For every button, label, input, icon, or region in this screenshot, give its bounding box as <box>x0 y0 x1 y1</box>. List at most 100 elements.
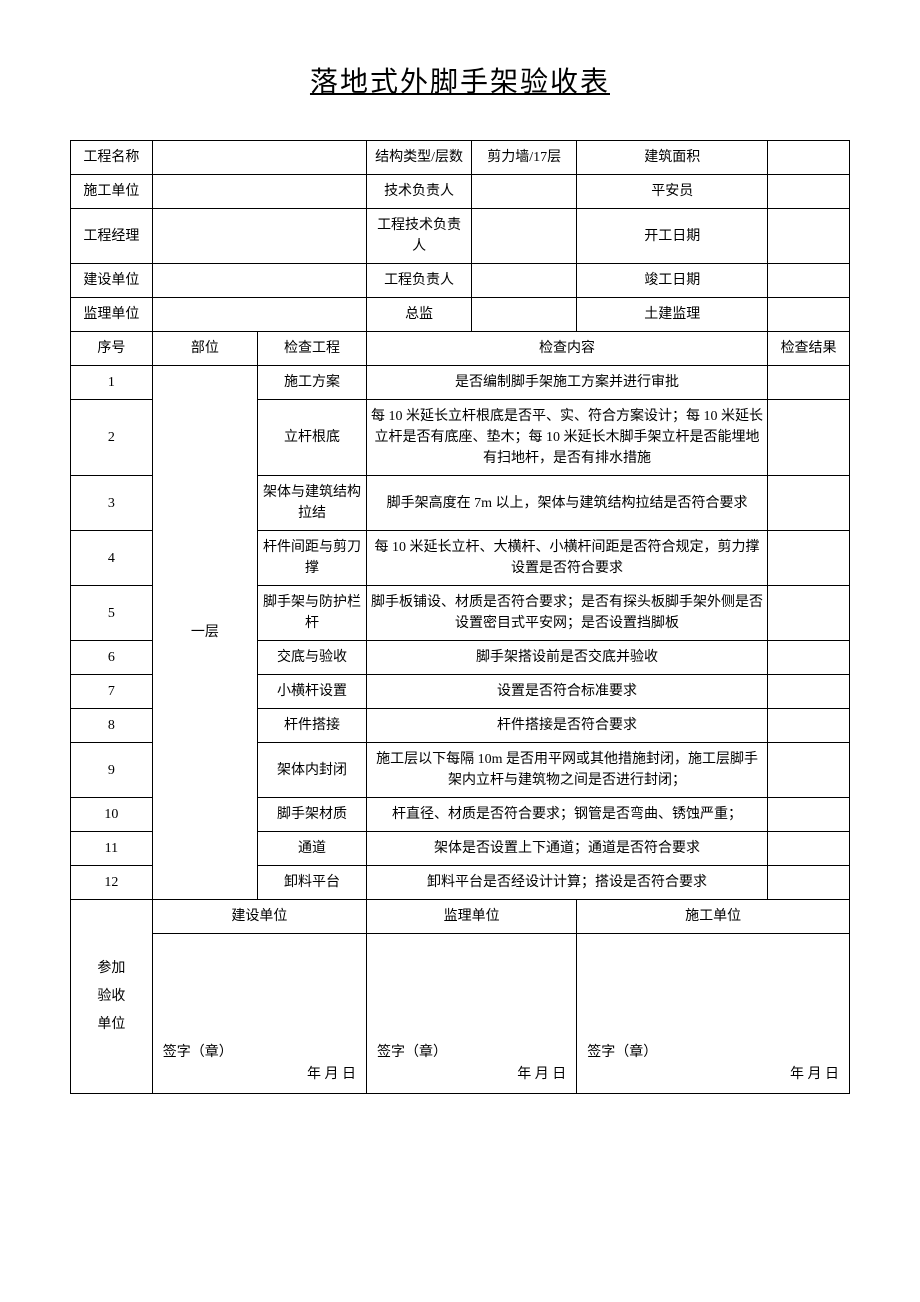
item-cell: 杆件间距与剪刀撑 <box>257 531 366 586</box>
build-unit-sig-block: 签字（章） 年 月 日 <box>152 934 366 1094</box>
project-responsible-label: 工程负责人 <box>366 264 471 298</box>
content-cell: 架体是否设置上下通道；通道是否符合要求 <box>366 832 767 866</box>
header-row-3: 工程经理 工程技术负责人 开工日期 <box>71 209 850 264</box>
header-row-5: 监理单位 总监 土建监理 <box>71 298 850 332</box>
project-responsible-value <box>472 264 577 298</box>
seq-cell: 1 <box>71 366 153 400</box>
result-cell <box>768 400 850 476</box>
build-unit-sig-header: 建设单位 <box>152 900 366 934</box>
seq-cell: 2 <box>71 400 153 476</box>
signature-row: 签字（章） 年 月 日 签字（章） 年 月 日 签字（章） 年 月 日 <box>71 934 850 1094</box>
content-cell: 杆直径、材质是否符合要求；钢管是否弯曲、锈蚀严重； <box>366 798 767 832</box>
seq-header: 序号 <box>71 332 153 366</box>
check-content-header: 检查内容 <box>366 332 767 366</box>
item-cell: 架体内封闭 <box>257 743 366 798</box>
result-cell <box>768 832 850 866</box>
project-name-value <box>152 141 366 175</box>
seq-cell: 8 <box>71 709 153 743</box>
completion-date-label: 竣工日期 <box>577 264 768 298</box>
signature-header-row: 参加验收单位 建设单位 监理单位 施工单位 <box>71 900 850 934</box>
civil-supervisor-value <box>768 298 850 332</box>
result-cell <box>768 709 850 743</box>
item-cell: 通道 <box>257 832 366 866</box>
tech-responsible-label: 技术负责人 <box>366 175 471 209</box>
result-cell <box>768 476 850 531</box>
item-cell: 小横杆设置 <box>257 675 366 709</box>
check-result-header: 检查结果 <box>768 332 850 366</box>
tech-responsible-value <box>472 175 577 209</box>
sign-label: 签字（章） <box>163 1042 233 1063</box>
item-cell: 杆件搭接 <box>257 709 366 743</box>
seq-cell: 12 <box>71 866 153 900</box>
seq-cell: 11 <box>71 832 153 866</box>
supervision-unit-sig-block: 签字（章） 年 月 日 <box>366 934 576 1094</box>
project-tech-responsible-label: 工程技术负责人 <box>366 209 471 264</box>
seq-cell: 7 <box>71 675 153 709</box>
header-row-2: 施工单位 技术负责人 平安员 <box>71 175 850 209</box>
start-date-value <box>768 209 850 264</box>
header-row-4: 建设单位 工程负责人 竣工日期 <box>71 264 850 298</box>
content-cell: 脚手架搭设前是否交底并验收 <box>366 641 767 675</box>
seq-cell: 3 <box>71 476 153 531</box>
seq-cell: 6 <box>71 641 153 675</box>
document-title: 落地式外脚手架验收表 <box>70 60 850 100</box>
date-label: 年 月 日 <box>790 1064 839 1085</box>
item-cell: 脚手架与防护栏杆 <box>257 586 366 641</box>
project-name-label: 工程名称 <box>71 141 153 175</box>
build-unit-value <box>152 264 366 298</box>
project-manager-label: 工程经理 <box>71 209 153 264</box>
content-cell: 每 10 米延长立杆根底是否平、实、符合方案设计；每 10 米延长立杆是否有底座… <box>366 400 767 476</box>
header-row-1: 工程名称 结构类型/层数 剪力墙/17层 建筑面积 <box>71 141 850 175</box>
result-cell <box>768 641 850 675</box>
result-cell <box>768 866 850 900</box>
chief-supervisor-label: 总监 <box>366 298 471 332</box>
position-header: 部位 <box>152 332 257 366</box>
result-cell <box>768 366 850 400</box>
result-cell <box>768 586 850 641</box>
content-cell: 脚手架高度在 7m 以上，架体与建筑结构拉结是否符合要求 <box>366 476 767 531</box>
result-cell <box>768 675 850 709</box>
result-cell <box>768 531 850 586</box>
safety-officer-label: 平安员 <box>577 175 768 209</box>
content-cell: 施工层以下每隔 10m 是否用平网或其他措施封闭，施工层脚手架内立杆与建筑物之间… <box>366 743 767 798</box>
sign-label: 签字（章） <box>377 1042 447 1063</box>
acceptance-form-table: 工程名称 结构类型/层数 剪力墙/17层 建筑面积 施工单位 技术负责人 平安员… <box>70 140 850 1094</box>
build-unit-label: 建设单位 <box>71 264 153 298</box>
completion-date-value <box>768 264 850 298</box>
content-cell: 杆件搭接是否符合要求 <box>366 709 767 743</box>
start-date-label: 开工日期 <box>577 209 768 264</box>
construction-unit-label: 施工单位 <box>71 175 153 209</box>
sign-label: 签字（章） <box>587 1042 657 1063</box>
position-cell: 一层 <box>152 366 257 900</box>
result-cell <box>768 798 850 832</box>
building-area-value <box>768 141 850 175</box>
supervision-unit-value <box>152 298 366 332</box>
project-tech-responsible-value <box>472 209 577 264</box>
construction-unit-sig-header: 施工单位 <box>577 900 850 934</box>
supervision-unit-sig-header: 监理单位 <box>366 900 576 934</box>
check-item-header: 检查工程 <box>257 332 366 366</box>
item-cell: 交底与验收 <box>257 641 366 675</box>
table-header-row: 序号 部位 检查工程 检查内容 检查结果 <box>71 332 850 366</box>
item-cell: 架体与建筑结构拉结 <box>257 476 366 531</box>
content-cell: 卸料平台是否经设计计算；搭设是否符合要求 <box>366 866 767 900</box>
seq-cell: 10 <box>71 798 153 832</box>
date-label: 年 月 日 <box>307 1064 356 1085</box>
content-cell: 每 10 米延长立杆、大横杆、小横杆间距是否符合规定，剪力撑设置是否符合要求 <box>366 531 767 586</box>
table-row: 1 一层 施工方案 是否编制脚手架施工方案并进行审批 <box>71 366 850 400</box>
building-area-label: 建筑面积 <box>577 141 768 175</box>
seq-cell: 5 <box>71 586 153 641</box>
construction-unit-sig-block: 签字（章） 年 月 日 <box>577 934 850 1094</box>
item-cell: 立杆根底 <box>257 400 366 476</box>
structure-type-label: 结构类型/层数 <box>366 141 471 175</box>
civil-supervisor-label: 土建监理 <box>577 298 768 332</box>
participant-label: 参加验收单位 <box>71 900 153 1094</box>
project-manager-value <box>152 209 366 264</box>
supervision-unit-label: 监理单位 <box>71 298 153 332</box>
content-cell: 设置是否符合标准要求 <box>366 675 767 709</box>
item-cell: 施工方案 <box>257 366 366 400</box>
seq-cell: 9 <box>71 743 153 798</box>
construction-unit-value <box>152 175 366 209</box>
item-cell: 脚手架材质 <box>257 798 366 832</box>
date-label: 年 月 日 <box>517 1064 566 1085</box>
